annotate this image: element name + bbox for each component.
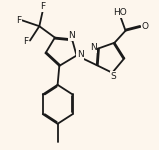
Text: O: O (141, 22, 148, 31)
Text: F: F (23, 37, 28, 46)
Text: F: F (16, 15, 21, 24)
Text: N: N (68, 31, 75, 40)
Text: N: N (77, 50, 84, 59)
Text: S: S (110, 72, 116, 81)
Text: HO: HO (113, 8, 127, 17)
Text: N: N (90, 43, 97, 52)
Text: F: F (41, 2, 46, 11)
